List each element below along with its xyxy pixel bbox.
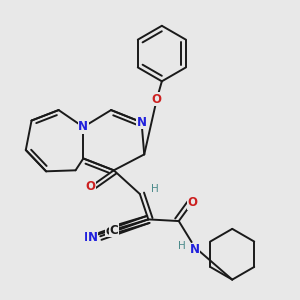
Text: N: N bbox=[78, 121, 88, 134]
Text: O: O bbox=[152, 93, 162, 106]
Text: C: C bbox=[110, 224, 118, 237]
Text: H: H bbox=[151, 184, 158, 194]
Text: O: O bbox=[86, 180, 96, 193]
Text: N: N bbox=[136, 116, 146, 129]
Text: H: H bbox=[178, 242, 185, 251]
Text: N: N bbox=[84, 231, 94, 244]
Text: C: C bbox=[105, 227, 113, 237]
Text: N: N bbox=[190, 243, 200, 256]
Text: O: O bbox=[187, 196, 197, 209]
Text: N: N bbox=[88, 231, 98, 244]
